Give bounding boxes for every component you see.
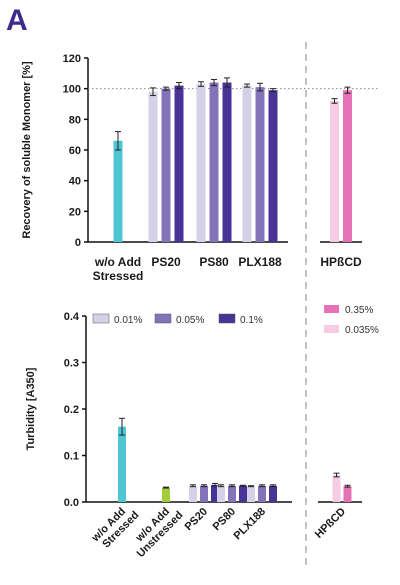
y-tick-label: 100 bbox=[63, 84, 81, 96]
category-label-hp-cd: HPßCD bbox=[313, 506, 348, 541]
bar-plx188-3 bbox=[268, 90, 278, 242]
bar-plx188-2 bbox=[258, 485, 266, 502]
category-label-line: PS80 bbox=[211, 506, 239, 534]
bar-ps80-1 bbox=[217, 485, 225, 502]
y-axis-label: Turbidity [A350] bbox=[25, 367, 37, 450]
legend-label-hpbcd-0-035: 0.035% bbox=[345, 325, 379, 336]
category-label-ps20: PS20 bbox=[183, 506, 211, 534]
panel-letter: A bbox=[6, 4, 28, 37]
bar-ps20-3 bbox=[211, 484, 219, 502]
category-label-hp-cd: HPßCD bbox=[320, 255, 362, 269]
bar-plx188-1 bbox=[242, 85, 252, 242]
legend-label-0-1: 0.1% bbox=[240, 315, 263, 326]
y-tick-label: 120 bbox=[63, 53, 81, 65]
category-label-line: PLX188 bbox=[232, 506, 269, 543]
bar-w-o-add-stressed-1 bbox=[113, 140, 123, 242]
bar-plx188-1 bbox=[247, 486, 255, 502]
recovery-chart: 0 20 40 60 80 100 120 Recovery of soluble Monom… bbox=[21, 53, 380, 283]
bar-hp-cd-2 bbox=[343, 90, 352, 242]
bar-w-o-add-unstressed-1 bbox=[162, 487, 170, 502]
bar-plx188-2 bbox=[255, 87, 265, 242]
y-tick-label: 80 bbox=[69, 114, 81, 126]
category-label-ps20: PS20 bbox=[151, 255, 181, 269]
category-label-line: PS20 bbox=[183, 506, 211, 534]
category-label-ps80: PS80 bbox=[211, 506, 239, 534]
y-axis-label: Recovery of soluble Monomer [%] bbox=[21, 61, 33, 239]
bar-ps80-3 bbox=[239, 485, 247, 502]
y-tick-label: 20 bbox=[69, 206, 81, 218]
y-tick-label: 0.2 bbox=[64, 404, 79, 416]
bar-ps20-2 bbox=[161, 88, 171, 243]
bar-ps80-1 bbox=[196, 84, 206, 242]
y-tick-label: 0.0 bbox=[64, 497, 79, 509]
category-label-w-o-add-unstressed: w/o AddUnstressed bbox=[126, 501, 185, 560]
legend-swatch-hpbcd-0-35 bbox=[324, 305, 339, 313]
category-label-plx188: PLX188 bbox=[232, 506, 269, 543]
category-label-stressed: Stressed bbox=[93, 269, 144, 283]
bar-plx188-3 bbox=[269, 485, 277, 502]
y-tick-label: 0 bbox=[75, 237, 81, 249]
turbidity-chart: 0.0 0.1 0.2 0.3 0.4 Turbidity [A350] w/o AddSt… bbox=[25, 305, 379, 560]
y-tick-label: 0.3 bbox=[64, 358, 79, 370]
bar-hp-cd-2 bbox=[343, 486, 352, 502]
bar-ps20-1 bbox=[189, 485, 197, 502]
bar-ps20-3 bbox=[174, 85, 184, 242]
legend-swatch-hpbcd-0-035 bbox=[324, 325, 339, 333]
bar-ps20-1 bbox=[148, 91, 158, 242]
category-label-plx188: PLX188 bbox=[238, 255, 282, 269]
legend-label-hpbcd-0-35: 0.35% bbox=[345, 305, 373, 316]
legend-swatch-0-01 bbox=[92, 313, 110, 324]
bar-w-o-add-stressed-1 bbox=[118, 426, 126, 502]
bar-ps20-2 bbox=[200, 485, 208, 502]
bar-hp-cd-1 bbox=[330, 100, 339, 242]
y-tick-label: 0.1 bbox=[64, 451, 79, 463]
category-label-line: HPßCD bbox=[313, 506, 348, 541]
legend-label-0-05: 0.05% bbox=[176, 315, 204, 326]
bar-ps80-3 bbox=[222, 82, 232, 243]
legend-swatch-0-05 bbox=[154, 313, 172, 324]
bar-ps80-2 bbox=[209, 82, 219, 243]
legend-swatch-0-1 bbox=[218, 313, 236, 324]
category-label-w-o-add: w/o Add bbox=[94, 255, 141, 269]
bar-hp-cd-1 bbox=[332, 475, 341, 502]
y-tick-label: 60 bbox=[69, 145, 81, 157]
y-tick-label: 0.4 bbox=[64, 311, 80, 323]
category-label-w-o-add-stressed: w/o AddStressed bbox=[89, 501, 142, 554]
legend-label-0-01: 0.01% bbox=[114, 315, 142, 326]
category-label-ps80: PS80 bbox=[199, 255, 229, 269]
bar-ps80-2 bbox=[228, 485, 236, 502]
y-tick-label: 40 bbox=[69, 176, 81, 188]
